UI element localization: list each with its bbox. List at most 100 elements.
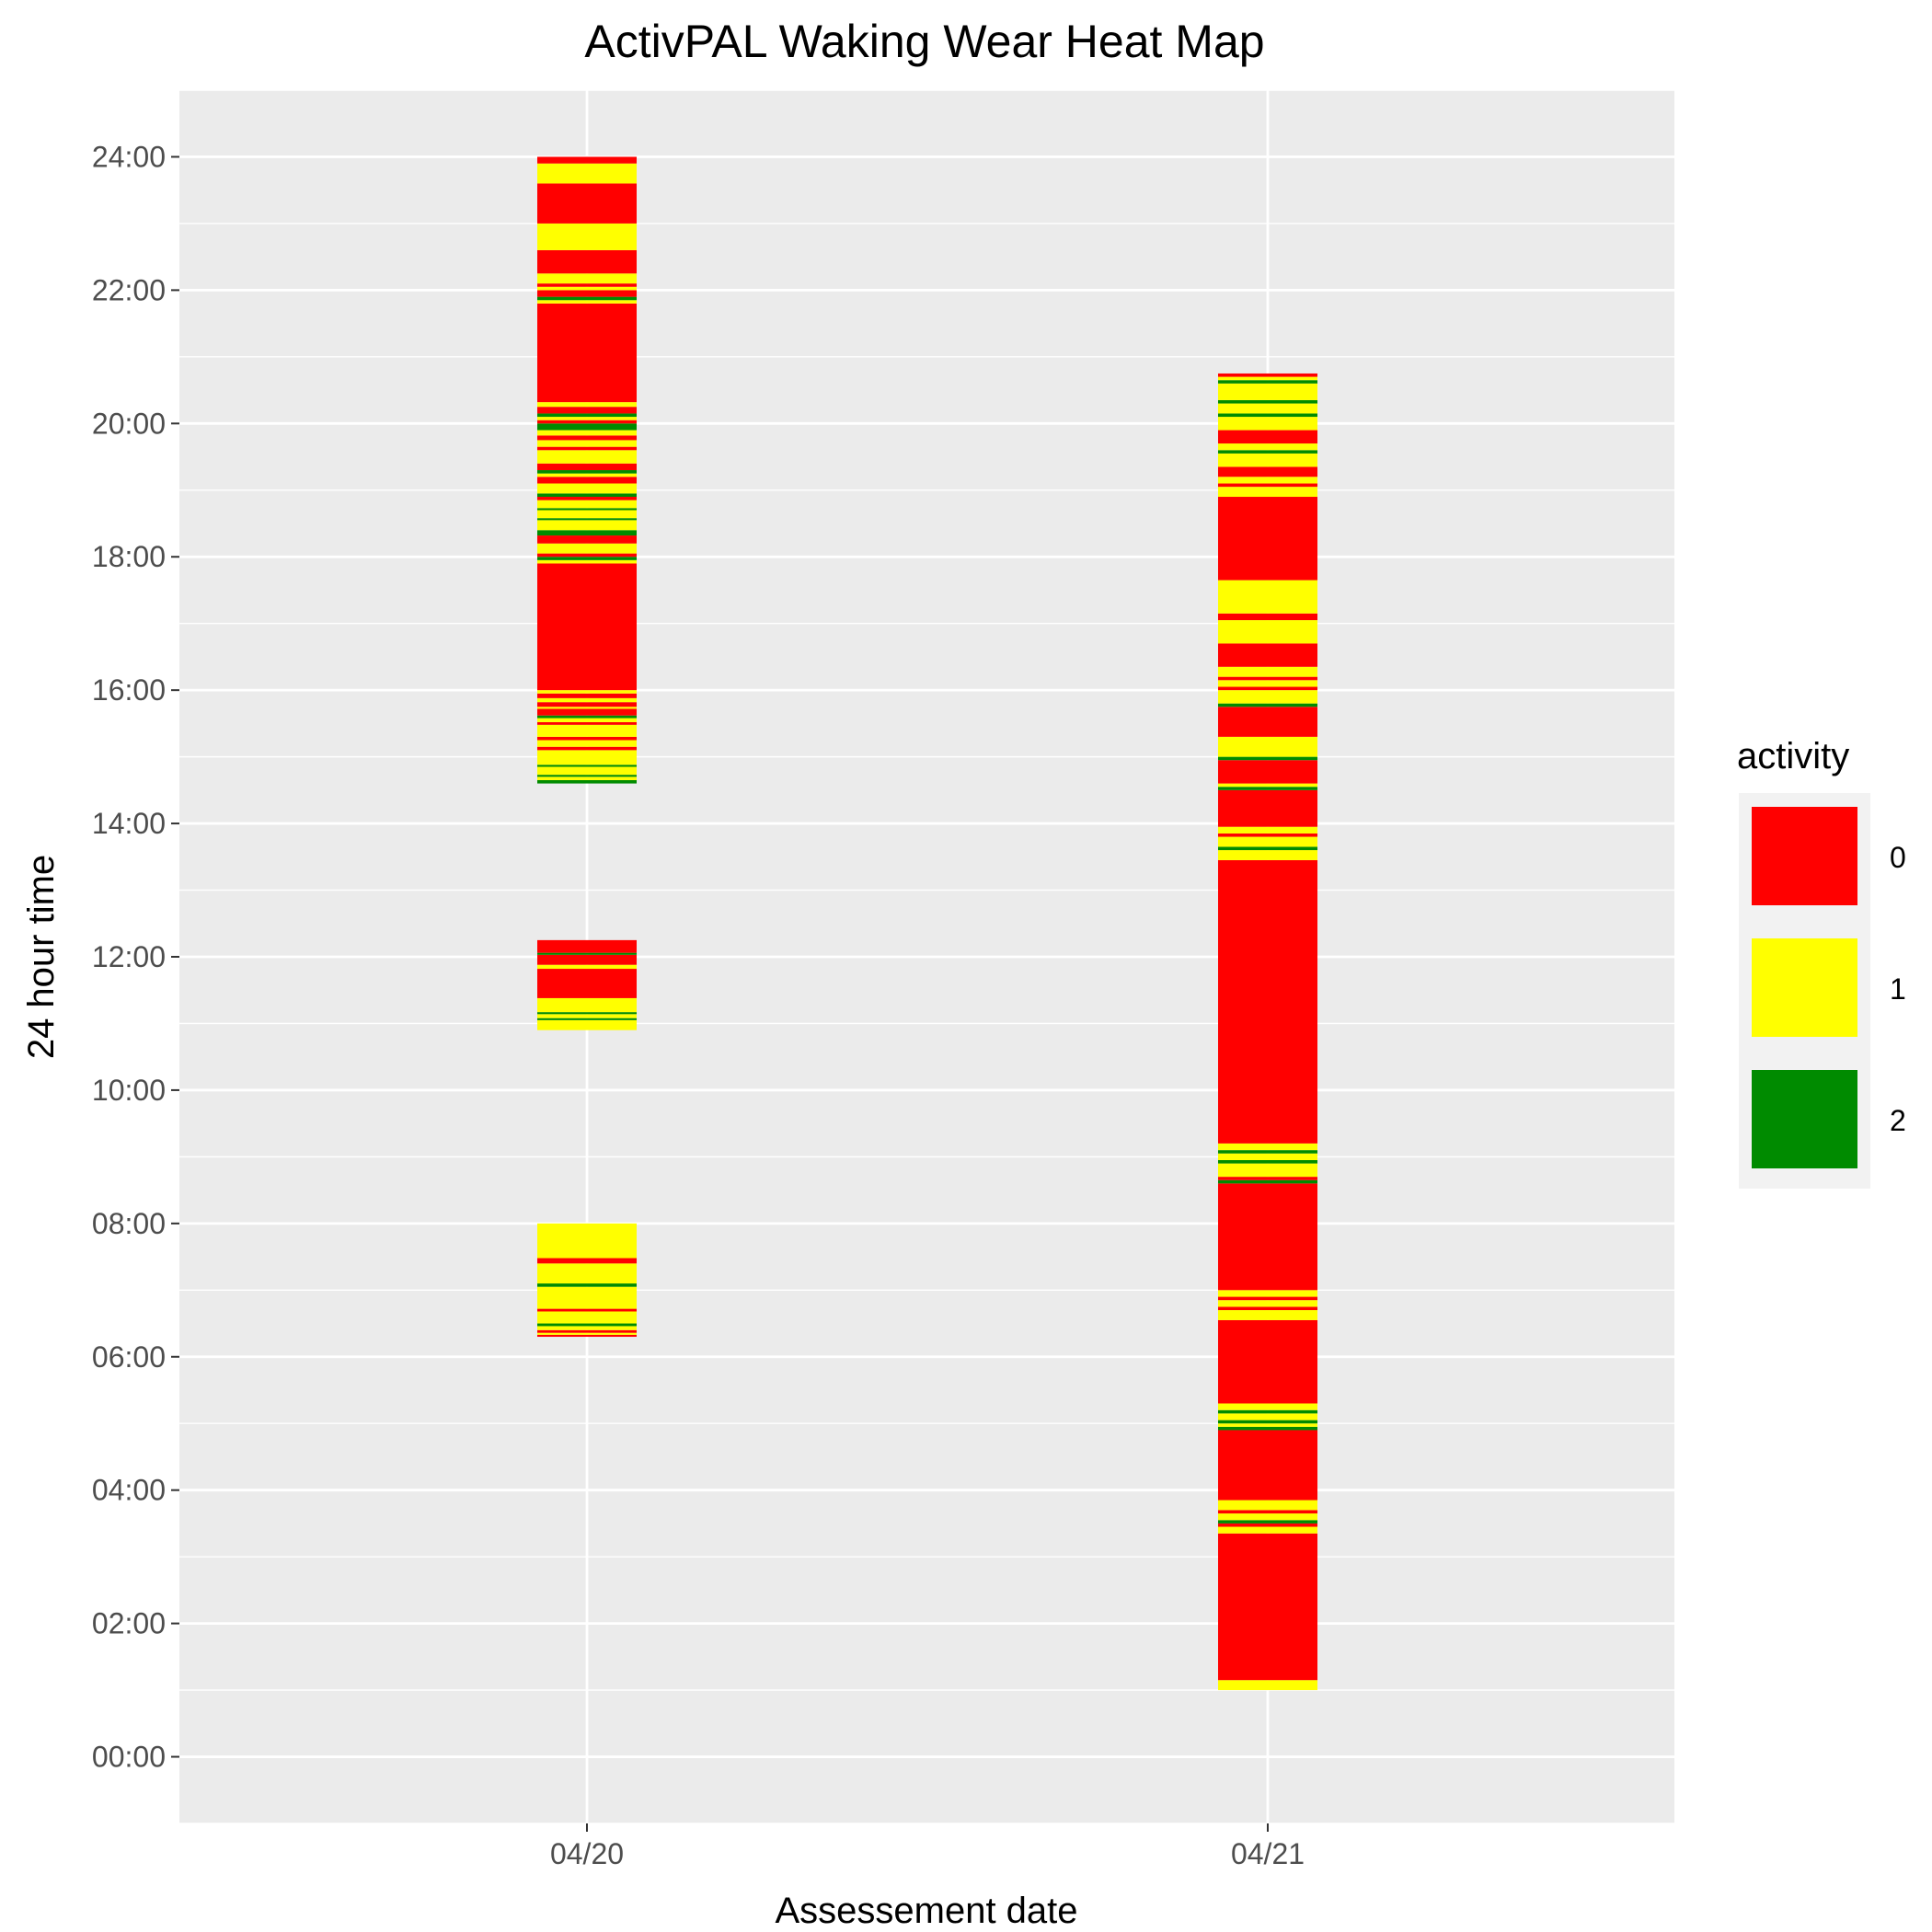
y-tick-label: 04:00 [92,1474,166,1507]
activity-segment [537,697,637,703]
activity-segment [1218,453,1317,467]
x-axis-title: Assessement date [775,1891,1077,1931]
activity-segment [1218,1413,1317,1420]
legend-label: 2 [1890,1104,1906,1137]
activity-segment [1218,1523,1317,1527]
legend-label: 1 [1890,972,1906,1006]
activity-segment [537,939,637,953]
activity-segment [537,708,637,716]
activity-segment [1218,497,1317,581]
activity-segment [537,440,637,447]
activity-segment [537,183,637,224]
activity-segment [537,407,637,414]
activity-segment [537,530,637,536]
activity-segment [537,779,637,784]
activity-segment [537,964,637,970]
activity-segment [537,750,637,765]
activity-segment [537,430,637,436]
activity-segment [1218,846,1317,851]
activity-segment [1218,643,1317,667]
activity-segment [537,1332,637,1335]
activity-segment [537,1283,637,1287]
activity-segment [537,423,637,431]
activity-segment [537,483,637,494]
activity-segment [1218,1143,1317,1151]
activity-segment [537,952,637,955]
activity-segment [537,463,637,471]
activity-segment [537,473,637,477]
minor-gridlines [179,89,1674,1824]
activity-segment [537,702,637,707]
activity-segment [537,508,637,511]
activity-segment [537,417,637,420]
x-tick-label: 04/21 [1231,1837,1305,1870]
activity-segment [537,303,637,403]
activity-segment [1218,1290,1317,1297]
activity-segment [537,1323,637,1327]
activity-segment [1218,686,1317,691]
activity-segment [1218,836,1317,847]
activity-segment [1218,666,1317,677]
activity-segment [1218,676,1317,681]
activity-segment [1218,477,1317,484]
legend-title: activity [1737,736,1849,776]
activity-segment [1218,413,1317,418]
activity-segment [1218,1296,1317,1301]
activity-segment [1218,826,1317,834]
activity-segment [537,1018,637,1020]
activity-segment [537,477,637,484]
activity-segment [1218,450,1317,454]
activity-segment [537,510,637,519]
y-tick-label: 18:00 [92,540,166,573]
activity-segment [1218,1403,1317,1410]
activity-segment [1218,443,1317,451]
activity-segment [537,721,637,725]
activity-segment [537,296,637,301]
y-tick-label: 16:00 [92,673,166,707]
activity-segment [537,156,637,164]
activity-segment [537,450,637,464]
activity-segment [1218,1160,1317,1164]
activity-segment [1218,376,1317,381]
activity-segment [537,740,637,747]
activity-segment [1218,783,1317,788]
activity-segment [537,559,637,564]
activity-segment [1218,380,1317,384]
activity-bars [537,156,1317,1691]
activity-segment [537,997,637,1013]
activity-segment [1218,1310,1317,1320]
activity-segment [1218,580,1317,614]
activity-segment [1218,1179,1317,1184]
activity-segment [537,1012,637,1015]
y-axis: 00:00 02:00 04:00 06:00 08:00 10:00 12:00 14:00… [92,140,179,1774]
activity-segment [537,1326,637,1330]
activity-segment [1218,483,1317,488]
activity-segment [537,736,637,741]
y-tick-label: 20:00 [92,407,166,440]
activity-segment [1218,613,1317,621]
y-tick-label: 06:00 [92,1340,166,1374]
activity-segment [537,707,637,709]
activity-segment [537,223,637,250]
activity-segment [537,1311,637,1324]
activity-segment [1218,1306,1317,1311]
y-axis-title: 24 hour time [21,855,62,1059]
activity-segment [537,413,637,418]
activity-segment [537,283,637,287]
y-tick-label: 24:00 [92,140,166,173]
activity-segment [537,765,637,767]
activity-segment [537,1334,637,1338]
activity-segment [1218,707,1317,737]
y-tick-label: 02:00 [92,1607,166,1640]
activity-segment [537,1014,637,1018]
activity-segment [537,1308,637,1312]
activity-segment [1218,417,1317,431]
activity-segment [537,249,637,274]
activity-segment [1218,430,1317,444]
activity-segment [537,300,637,304]
activity-segment [1218,703,1317,707]
activity-segment [1218,859,1317,1144]
activity-segment [1218,1510,1317,1514]
y-tick-label: 12:00 [92,940,166,973]
